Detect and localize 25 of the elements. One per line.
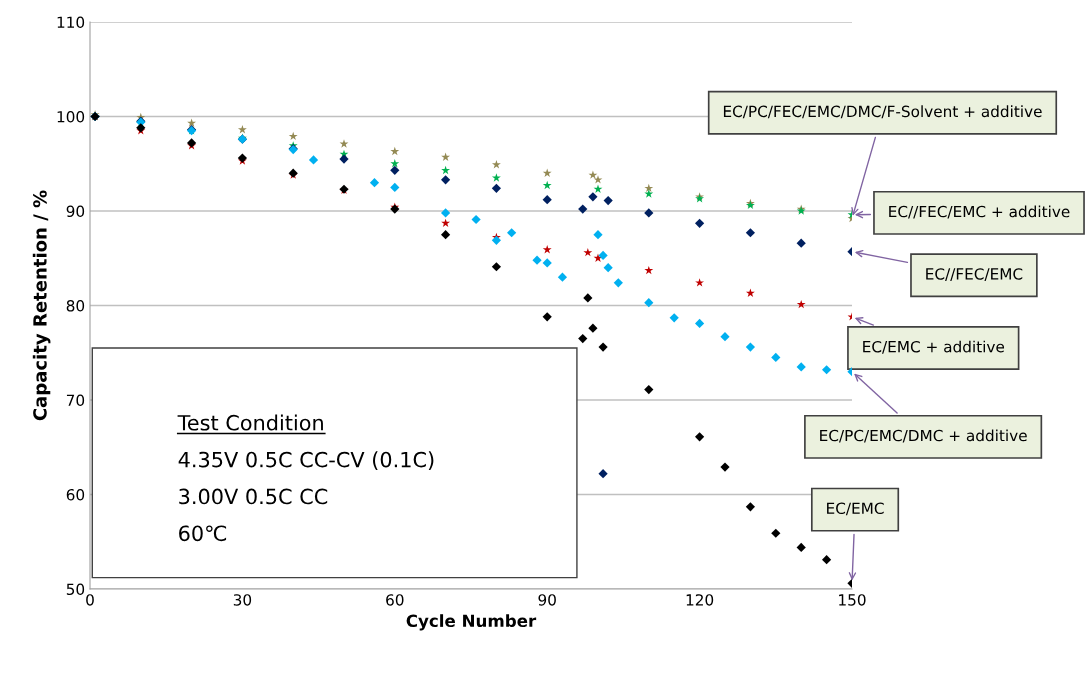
y-tick-label: 50 [66,583,85,596]
y-tick-label: 80 [66,299,85,312]
y-tick-label: 60 [66,488,85,501]
x-tick-label: 30 [233,594,252,606]
series-label: EC/EMC + additive [863,340,1005,354]
x-tick-label: 60 [386,594,404,606]
x-tick-label: 150 [839,594,866,606]
annotation: 3.00V 0.5C CC [179,488,328,505]
annotation: 4.35V 0.5C CC-CV (0.1C) [178,451,434,470]
x-tick-label: 120 [686,594,714,606]
x-tick-label: 0 [86,594,94,606]
text: EC//FEC/EMC [926,268,1023,281]
y-tick-label: 100 [57,110,85,123]
text: EC/EMC [827,502,884,516]
annotation: Test Condition [177,414,323,431]
text: EC//FEC/EMC + additive [889,205,1070,219]
x-axis-title: Cycle Number [406,614,537,631]
x-tick-label: 90 [538,594,556,606]
y-tick-label: 110 [57,16,85,29]
y-tick-label: 70 [66,394,85,407]
text: EC/PC/FEC/EMC/DMC/F-Solvent + additive [723,105,1042,119]
annotation: 60℃ [179,525,227,542]
y-axis-title: Capacity Retention / % [32,190,51,421]
y-tick-label: 90 [66,205,85,218]
text: EC/PC/EMC/DMC + additive [820,429,1027,443]
